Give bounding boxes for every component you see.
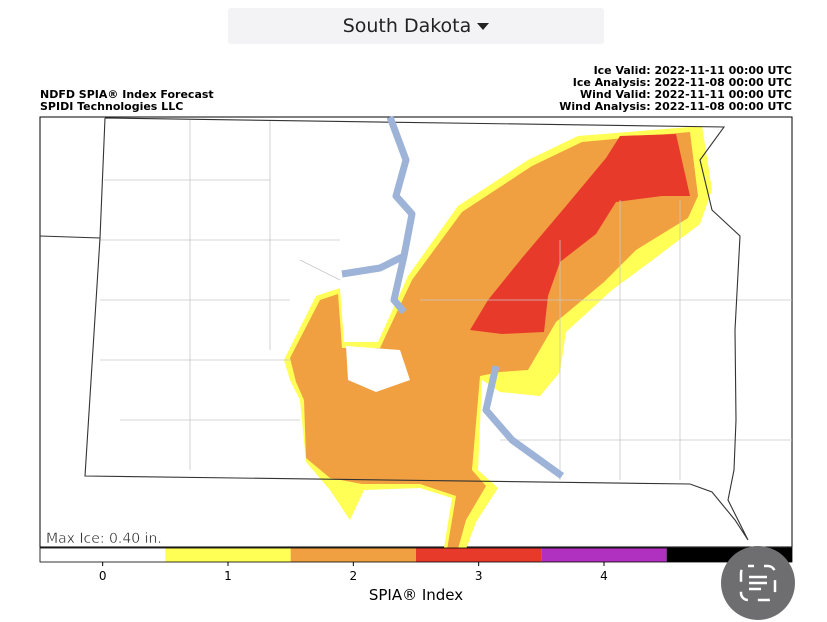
colorbar: 0 1 2 3 4 xyxy=(39,547,793,583)
scan-icon-lines xyxy=(749,575,767,591)
river xyxy=(341,115,565,479)
colorbar-label: SPIA® Index xyxy=(369,586,463,604)
info-line: Ice Valid: 2022-11-11 00:00 UTC xyxy=(594,64,792,77)
colorbar-tick-label: 3 xyxy=(475,569,483,583)
colorbar-outline xyxy=(39,547,793,563)
info-line: Ice Analysis: 2022-11-08 00:00 UTC xyxy=(573,76,792,89)
ice-zone-3 xyxy=(470,134,690,334)
state-border xyxy=(39,117,749,541)
colorbar-tick-label: 2 xyxy=(350,569,358,583)
map-credit: SPIDI Technologies LLC xyxy=(40,100,183,113)
colorbar-tick-label: 1 xyxy=(224,569,232,583)
map-title: NDFD SPIA® Index Forecast xyxy=(40,88,214,101)
colorbar-tick-label: 4 xyxy=(600,569,608,583)
map-area: Max Ice: 0.40 in. xyxy=(39,115,793,560)
info-line: Wind Analysis: 2022-11-08 00:00 UTC xyxy=(559,100,792,113)
ice-zone-2 xyxy=(290,132,698,556)
scan-icon xyxy=(739,564,777,602)
colorbar-segment xyxy=(40,548,166,562)
ice-free-gap xyxy=(346,346,410,392)
location-dropdown[interactable]: South Dakota xyxy=(228,8,604,44)
max-ice: Max Ice: 0.40 in. xyxy=(46,531,162,547)
colorbar-segment xyxy=(165,548,291,562)
info-line: Wind Valid: 2022-11-11 00:00 UTC xyxy=(580,88,792,101)
colorbar-tick-label: 0 xyxy=(99,569,107,583)
colorbar-segment xyxy=(416,548,542,562)
colorbar-segment xyxy=(290,548,416,562)
county-lines xyxy=(100,120,792,480)
colorbar-segment xyxy=(541,548,667,562)
